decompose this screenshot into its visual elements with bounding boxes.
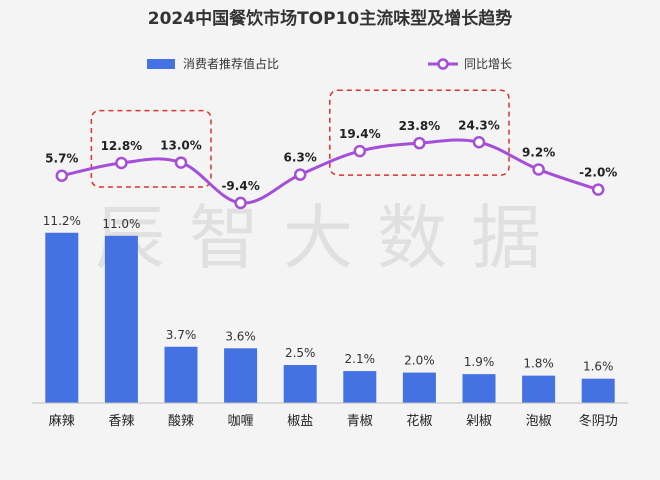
growth-line: [61, 138, 599, 205]
bar: [283, 365, 317, 403]
bar-value-label: 3.6%: [225, 329, 256, 343]
category-axis: 麻辣 香辣 酸辣 咖喱 椒盐 青椒 花椒 剁椒 泡椒 冬阴功: [49, 413, 618, 429]
bar: [164, 346, 198, 403]
legend-bar-swatch: [147, 59, 175, 69]
bar: [224, 348, 258, 403]
growth-value-label: 23.8%: [399, 119, 441, 133]
legend-line-label: 同比增长: [464, 57, 512, 71]
growth-point: [353, 144, 367, 158]
bar: [45, 232, 79, 403]
highlight-box: [329, 89, 510, 176]
bar-value-label: 3.7%: [166, 328, 197, 342]
growth-point: [472, 136, 486, 149]
bar: [462, 374, 496, 403]
chart-title: 2024中国餐饮市场TOP10主流味型及增长趋势: [148, 8, 512, 29]
bar: [522, 375, 556, 403]
bar-value-label: 1.8%: [523, 357, 554, 371]
category-label: 冬阴功: [579, 413, 618, 429]
legend: 消费者推荐值占比 同比增长: [147, 56, 512, 71]
category-label: 泡椒: [526, 414, 552, 429]
growth-value-label: -2.0%: [579, 166, 617, 180]
growth-point: [55, 169, 69, 182]
bar-value-label: 2.1%: [345, 352, 376, 366]
bar-value-label: 1.6%: [583, 360, 614, 374]
growth-value-label: 24.3%: [458, 118, 500, 132]
bar-value-label: 2.0%: [404, 354, 435, 368]
growth-value-label: 12.8%: [101, 139, 143, 153]
legend-line-marker: [437, 58, 449, 70]
growth-value-label: 13.0%: [160, 139, 202, 153]
bar: [581, 378, 615, 403]
growth-point: [532, 163, 545, 176]
bar-value-label: 11.2%: [43, 214, 81, 228]
bar-value-label: 2.5%: [285, 346, 316, 360]
bar-series: 11.2% 11.0% 3.7% 3.6% 2.5% 2.1% 2.0% 1.9% 1.8% 1.…: [43, 214, 615, 403]
growth-point: [234, 196, 247, 210]
bar: [402, 372, 436, 403]
category-label: 香辣: [108, 414, 134, 429]
growth-point: [174, 156, 188, 169]
category-label: 椒盐: [287, 414, 313, 429]
growth-point: [591, 183, 605, 196]
growth-point: [413, 136, 426, 150]
growth-value-label: -9.4%: [221, 179, 259, 193]
growth-value-label: 9.2%: [522, 145, 555, 159]
growth-value-label: 19.4%: [339, 127, 381, 141]
bar: [343, 371, 377, 403]
bar-value-label: 11.0%: [102, 217, 140, 231]
bar: [104, 235, 138, 403]
watermark: 辰智大数据: [95, 197, 565, 279]
growth-point: [293, 168, 307, 181]
legend-bar-label: 消费者推荐值占比: [183, 56, 279, 71]
highlight-box: [90, 109, 212, 188]
bar-value-label: 1.9%: [464, 355, 495, 369]
category-label: 麻辣: [49, 414, 75, 429]
category-label: 剁椒: [466, 414, 492, 429]
growth-value-label: 5.7%: [45, 152, 78, 166]
growth-point: [115, 156, 128, 170]
category-label: 花椒: [406, 413, 432, 429]
category-label: 酸辣: [168, 414, 194, 429]
highlight-boxes: [90, 89, 510, 188]
line-series: 5.7% 12.8% 13.0% -9.4% 6.3% 19.4% 23.8% 24.3% 9.…: [45, 118, 617, 210]
category-label: 青椒: [347, 414, 373, 429]
category-label: 咖喱: [228, 414, 254, 429]
growth-value-label: 6.3%: [284, 151, 317, 165]
